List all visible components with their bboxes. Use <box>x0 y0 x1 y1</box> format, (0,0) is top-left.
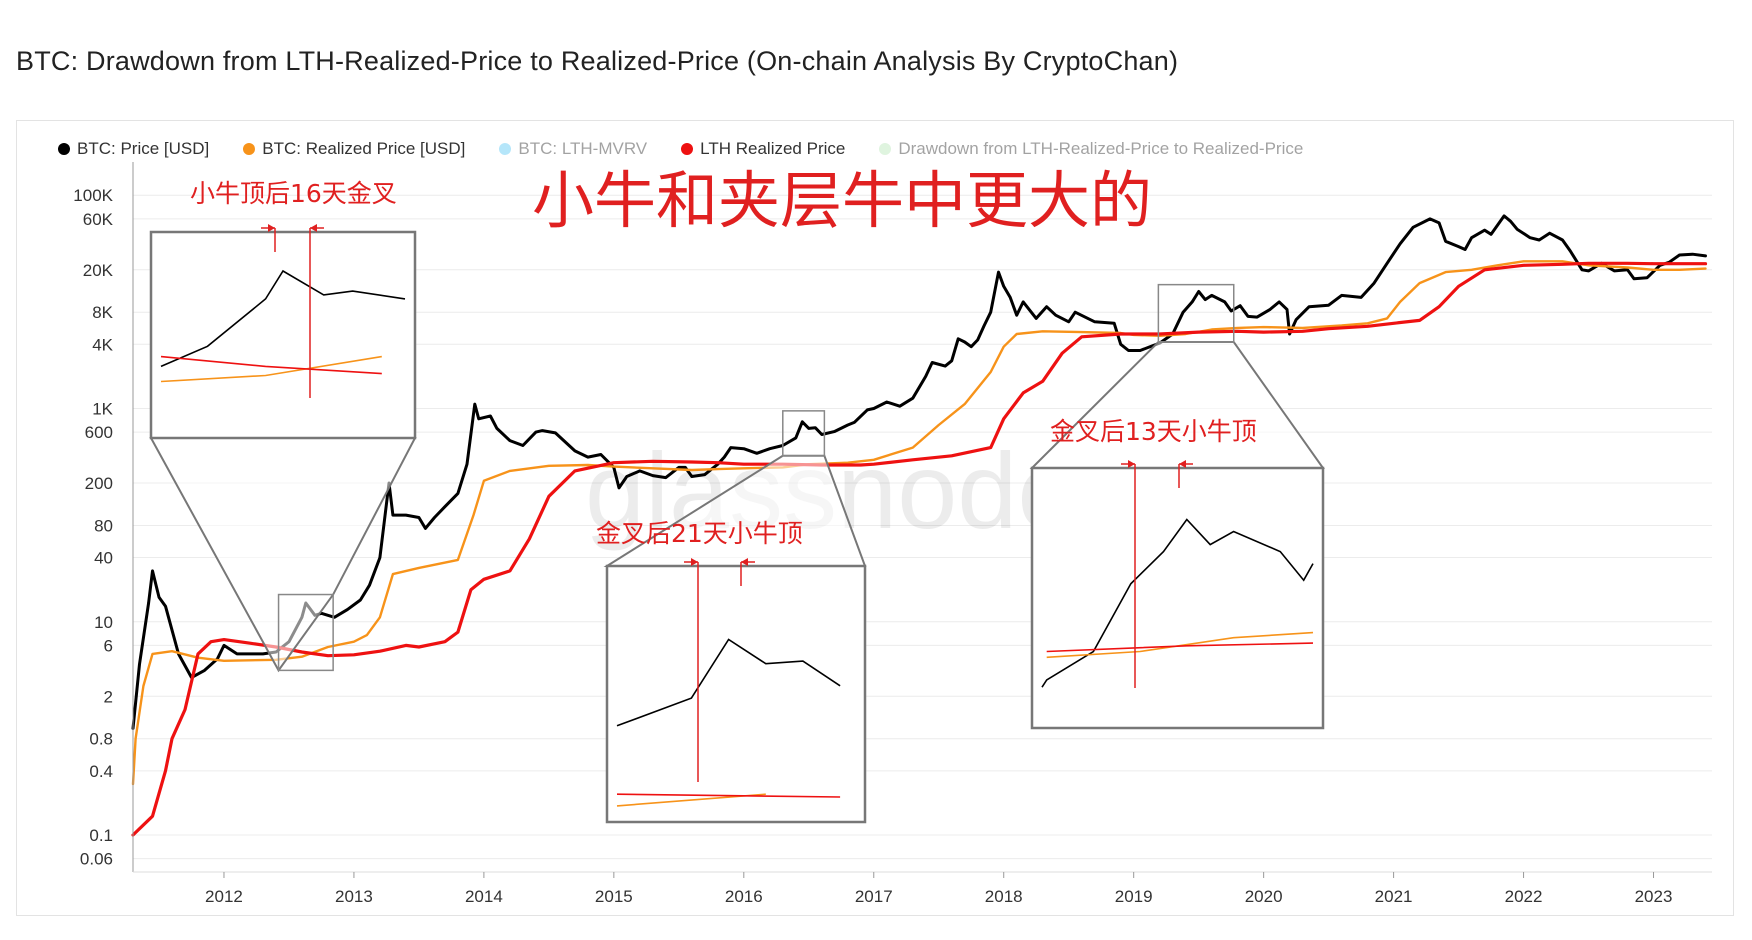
arrow-head-icon <box>691 558 698 566</box>
inset-series-line <box>616 793 841 798</box>
y-tick-label: 0.06 <box>80 850 113 869</box>
arrow-head-icon <box>310 224 317 232</box>
inset-series-line <box>1046 631 1314 659</box>
x-tick-label: 2014 <box>465 887 503 906</box>
arrow-head-icon <box>268 224 275 232</box>
legend-label: LTH Realized Price <box>700 139 846 158</box>
x-tick-label: 2012 <box>205 887 243 906</box>
series-line-btc-realized-price-usd <box>131 260 1707 786</box>
y-tick-label: 80 <box>94 516 113 535</box>
legend-dot-icon <box>243 143 256 155</box>
y-tick-label: 100K <box>73 186 113 205</box>
x-tick-label: 2015 <box>595 887 633 906</box>
x-tick-label: 2018 <box>985 887 1023 906</box>
zoom-inset-box <box>149 230 417 440</box>
inset-series-line <box>160 355 382 375</box>
legend-item-price[interactable]: BTC: Price [USD] <box>58 137 209 161</box>
box1-annotation: 小牛顶后16天金叉 <box>190 179 397 208</box>
zoom-source-box <box>1157 283 1235 343</box>
chart-legend: BTC: Price [USD] BTC: Realized Price [US… <box>58 137 1303 161</box>
chart-frame <box>16 120 1734 916</box>
inset-series-line <box>1041 518 1314 688</box>
zoom-source-box <box>782 410 826 457</box>
y-tick-label: 6 <box>104 636 113 655</box>
inset-series-line <box>160 355 382 383</box>
legend-dot-icon <box>681 143 694 155</box>
legend-label: BTC: Realized Price [USD] <box>262 139 466 158</box>
y-tick-label: 40 <box>94 549 113 568</box>
x-tick-label: 2020 <box>1245 887 1283 906</box>
y-tick-label: 4K <box>92 335 113 354</box>
legend-item-realized-price[interactable]: BTC: Realized Price [USD] <box>243 137 465 161</box>
y-tick-label: 1K <box>92 399 113 418</box>
x-tick-label: 2021 <box>1375 887 1413 906</box>
y-tick-label: 0.4 <box>89 762 113 781</box>
box2-annotation: 金叉后21天小牛顶 <box>596 519 803 548</box>
zoom-connector <box>149 437 417 673</box>
legend-label: BTC: LTH-MVRV <box>518 139 648 158</box>
x-tick-label: 2023 <box>1635 887 1673 906</box>
zoom-connector <box>1029 341 1325 469</box>
inset-series-line <box>160 269 406 368</box>
legend-dot-icon <box>879 143 892 155</box>
y-tick-label: 600 <box>85 423 113 442</box>
page-title: BTC: Drawdown from LTH-Realized-Price to… <box>16 46 1179 76</box>
y-tick-label: 2 <box>104 687 113 706</box>
zoom-layer <box>149 224 1325 824</box>
legend-item-drawdown[interactable]: Drawdown from LTH-Realized-Price to Real… <box>879 137 1303 161</box>
y-tick-label: 8K <box>92 303 113 322</box>
legend-label: Drawdown from LTH-Realized-Price to Real… <box>898 139 1304 158</box>
zoom-source-box <box>277 593 334 672</box>
inset-series-line <box>1046 642 1314 653</box>
legend-item-lth-realized-price[interactable]: LTH Realized Price <box>681 137 845 161</box>
zoom-inset-box <box>1030 466 1325 730</box>
arrow-head-icon <box>1179 460 1186 468</box>
zoom-inset-box <box>605 564 867 824</box>
series-line-btc-price-usd <box>131 214 1707 730</box>
x-tick-label: 2022 <box>1505 887 1543 906</box>
legend-label: BTC: Price [USD] <box>77 139 210 158</box>
y-tick-label: 0.8 <box>89 730 113 749</box>
axis-layer: 0.06 0.1 0.4 0.8 2 6 10 40 80 200 600 1K 4K 8K 20K 60K 1… <box>73 162 1712 906</box>
y-tick-label: 20K <box>83 261 114 280</box>
legend-dot-icon <box>58 143 70 155</box>
y-tick-label: 10 <box>94 613 113 632</box>
x-tick-label: 2013 <box>335 887 373 906</box>
legend-dot-icon <box>499 143 512 155</box>
headline-annotation: 小牛和夹层牛中更大的 <box>532 164 1152 237</box>
y-tick-label: 60K <box>83 210 114 229</box>
legend-item-lth-mvrv[interactable]: BTC: LTH-MVRV <box>499 137 647 161</box>
x-tick-label: 2017 <box>855 887 893 906</box>
box3-annotation: 金叉后13天小牛顶 <box>1050 417 1257 446</box>
grid-layer <box>133 194 1712 860</box>
x-tick-label: 2019 <box>1115 887 1153 906</box>
y-tick-label: 0.1 <box>89 826 113 845</box>
inset-series-line <box>616 638 841 727</box>
arrow-head-icon <box>1128 460 1135 468</box>
arrow-head-icon <box>741 558 748 566</box>
x-tick-label: 2016 <box>725 887 763 906</box>
y-tick-label: 200 <box>85 474 113 493</box>
